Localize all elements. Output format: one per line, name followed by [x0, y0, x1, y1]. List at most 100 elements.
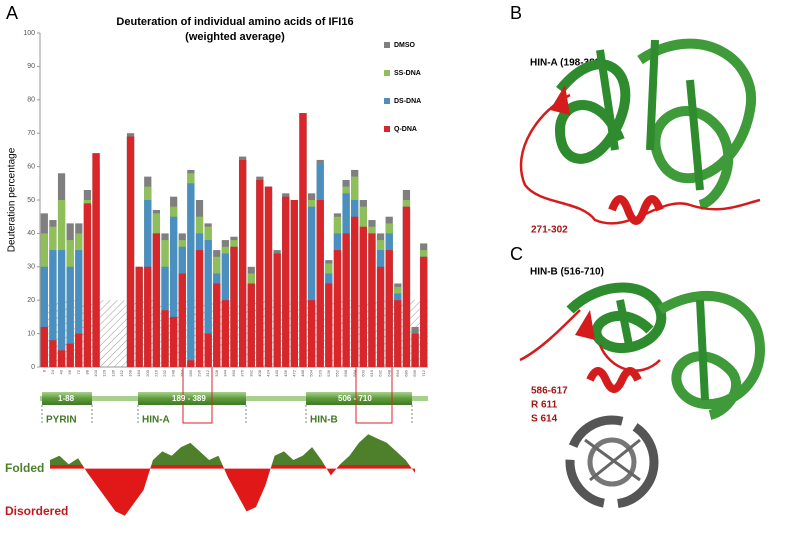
bar: [135, 266, 143, 367]
bar: [307, 300, 316, 367]
disordered-label: Disordered: [5, 504, 68, 518]
y-tick-label: 100: [23, 30, 35, 37]
bar: [126, 136, 135, 367]
x-tick-label: 408: [257, 369, 262, 376]
bar: [247, 283, 255, 367]
x-tick-label: 632: [378, 369, 383, 376]
bar: [57, 350, 66, 367]
bar: [144, 266, 152, 367]
x-tick-label: 120: [102, 369, 107, 376]
chart-title: Deuteration of individual amino acids of…: [116, 16, 353, 28]
x-tick-label: 648: [386, 369, 391, 376]
y-tick-label: 80: [27, 97, 35, 104]
bar: [307, 206, 316, 367]
x-tick-label: 696: [412, 369, 417, 376]
y-tick-label: 40: [27, 230, 35, 237]
x-tick-label: 504: [309, 369, 314, 376]
x-tick-label: 584: [352, 369, 357, 376]
x-tick-label: 248: [171, 369, 176, 376]
structure-title: HIN-B (516-710): [530, 267, 604, 278]
x-tick-label: 680: [404, 369, 409, 376]
x-tick-label: 328: [214, 369, 219, 376]
x-tick-label: 520: [317, 369, 322, 376]
pyrin-domain: [42, 392, 92, 405]
x-tick-label: 424: [266, 369, 271, 376]
domain-name: PYRIN: [46, 415, 77, 426]
y-tick-label: 50: [27, 197, 35, 204]
x-tick-label: 200: [145, 369, 150, 376]
x-tick-label: 88: [84, 369, 89, 374]
region-label: 586-617: [531, 386, 568, 397]
bar: [75, 333, 83, 367]
bar: [57, 250, 66, 367]
x-tick-label: 104: [93, 369, 98, 376]
legend-label: DS-DNA: [394, 98, 421, 105]
bar: [83, 203, 92, 367]
x-tick-label: 344: [222, 369, 227, 376]
legend-swatch: [384, 98, 390, 104]
bar: [290, 200, 298, 367]
structure-title: HIN-A (198-389): [530, 58, 604, 69]
bar: [256, 179, 264, 367]
bar: [394, 300, 402, 367]
bar: [66, 266, 74, 367]
bar: [152, 233, 161, 367]
x-tick-label: 24: [50, 369, 55, 374]
panel-label: C: [510, 244, 523, 264]
panel-label: A: [6, 3, 18, 23]
x-tick-label: 360: [231, 369, 236, 376]
x-tick-label: 264: [179, 369, 184, 376]
panel-c-structure: C HIN-B (516-710) 586-617 R 611 S 614: [510, 244, 766, 509]
y-axis-label: Deuteration percentage: [7, 147, 18, 252]
bar: [368, 233, 376, 367]
bar: [213, 283, 221, 367]
bar: [161, 310, 169, 367]
bar: [40, 266, 48, 367]
domain-range: 189 - 389: [172, 394, 206, 403]
bar: [299, 113, 307, 367]
legend-label: SS-DNA: [394, 70, 421, 77]
x-tick-label: 40: [59, 369, 64, 374]
x-tick-label: 568: [343, 369, 348, 376]
y-tick-label: 90: [27, 63, 35, 70]
bar: [204, 333, 212, 367]
bar: [221, 300, 229, 367]
bar: [325, 283, 333, 367]
legend-swatch: [384, 126, 390, 132]
panel-label: B: [510, 3, 522, 23]
bar: [75, 250, 83, 367]
x-tick-label: 376: [240, 369, 245, 376]
bar: [411, 333, 419, 367]
bar: [264, 186, 273, 367]
y-tick-label: 70: [27, 130, 35, 137]
folded-area: [50, 434, 410, 465]
bar: [204, 240, 212, 367]
domain-name: HIN-A: [142, 415, 170, 426]
bar: [187, 183, 195, 367]
x-tick-label: 72: [76, 369, 81, 374]
panel-b-structure: B HIN-A (198-389) 271-302: [510, 3, 761, 236]
x-tick-label: 440: [274, 369, 279, 376]
legend-label: DMSO: [394, 42, 416, 49]
x-tick-label: 280: [188, 369, 193, 376]
region-bracket: [355, 367, 393, 424]
bar: [49, 340, 57, 367]
hinb-domain: [306, 392, 412, 405]
x-tick-label: 392: [248, 369, 253, 376]
legend-swatch: [384, 70, 390, 76]
legend-swatch: [384, 42, 390, 48]
x-tick-label: 8: [41, 369, 46, 372]
x-tick-label: 152: [119, 369, 124, 376]
y-tick-label: 60: [27, 163, 35, 170]
bar: [230, 246, 238, 367]
region-label: 271-302: [531, 225, 568, 236]
bar: [178, 273, 186, 367]
domain-name: HIN-B: [310, 415, 338, 426]
legend-label: Q-DNA: [394, 126, 417, 133]
bar: [333, 250, 342, 367]
bar: [402, 206, 411, 367]
bar: [195, 250, 204, 367]
x-tick-label: 312: [205, 369, 210, 376]
disordered-area: [50, 465, 415, 516]
